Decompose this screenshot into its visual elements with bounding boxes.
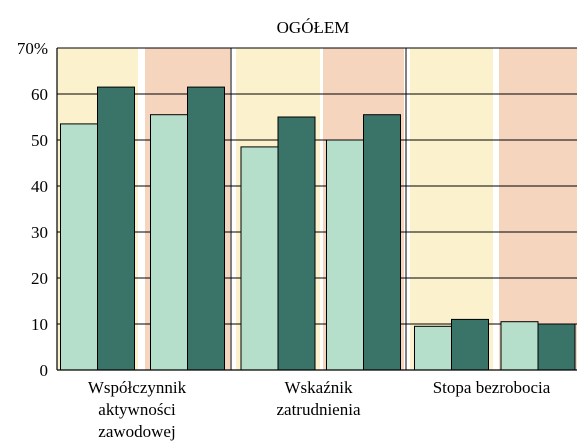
category-label-line: aktywności — [98, 400, 176, 419]
axes — [56, 48, 577, 371]
category-label-line: zawodowej — [98, 422, 175, 441]
bar-group-4-series-1 — [326, 139, 364, 371]
category-label-line: Wskaźnik — [285, 378, 353, 397]
bar-group-3-series-1 — [240, 146, 279, 371]
bar-group-2-series-2 — [187, 86, 225, 371]
category-labels: Współczynnik aktywności zawodowej Wskaźnik z… — [88, 378, 551, 441]
y-tick-label: 10 — [31, 315, 48, 334]
bar-group-6-series-1 — [500, 321, 539, 371]
category-dividers — [230, 48, 407, 370]
y-tick-label: 70% — [17, 39, 48, 58]
y-tick-label: 40 — [31, 177, 48, 196]
y-tick-labels: 0 10 20 30 40 50 60 70% — [17, 39, 48, 380]
bar-group-1-series-2 — [97, 86, 135, 371]
bar-group-6-series-2 — [537, 323, 576, 371]
bar-group-3-series-2 — [277, 116, 316, 371]
bars — [60, 86, 576, 371]
bar-group-4-series-2 — [363, 114, 401, 371]
bar-group-5-series-2 — [451, 318, 489, 371]
category-label-line: zatrudnienia — [276, 400, 360, 419]
y-tick-label: 20 — [31, 269, 48, 288]
y-tick-label: 0 — [40, 361, 49, 380]
bar-group-1-series-1 — [60, 123, 98, 371]
category-label-line: Współczynnik — [88, 378, 187, 397]
group-background-6 — [499, 48, 577, 370]
gridlines — [57, 47, 577, 325]
y-tick-label: 50 — [31, 131, 48, 150]
bar-group-5-series-1 — [414, 325, 452, 371]
y-tick-label: 30 — [31, 223, 48, 242]
category-label-line: Stopa bezrobocia — [433, 378, 551, 397]
bar-group-2-series-1 — [150, 114, 188, 371]
group-background-5 — [410, 48, 493, 370]
y-tick-label: 60 — [31, 85, 48, 104]
chart-title: OGÓŁEM — [277, 18, 350, 37]
